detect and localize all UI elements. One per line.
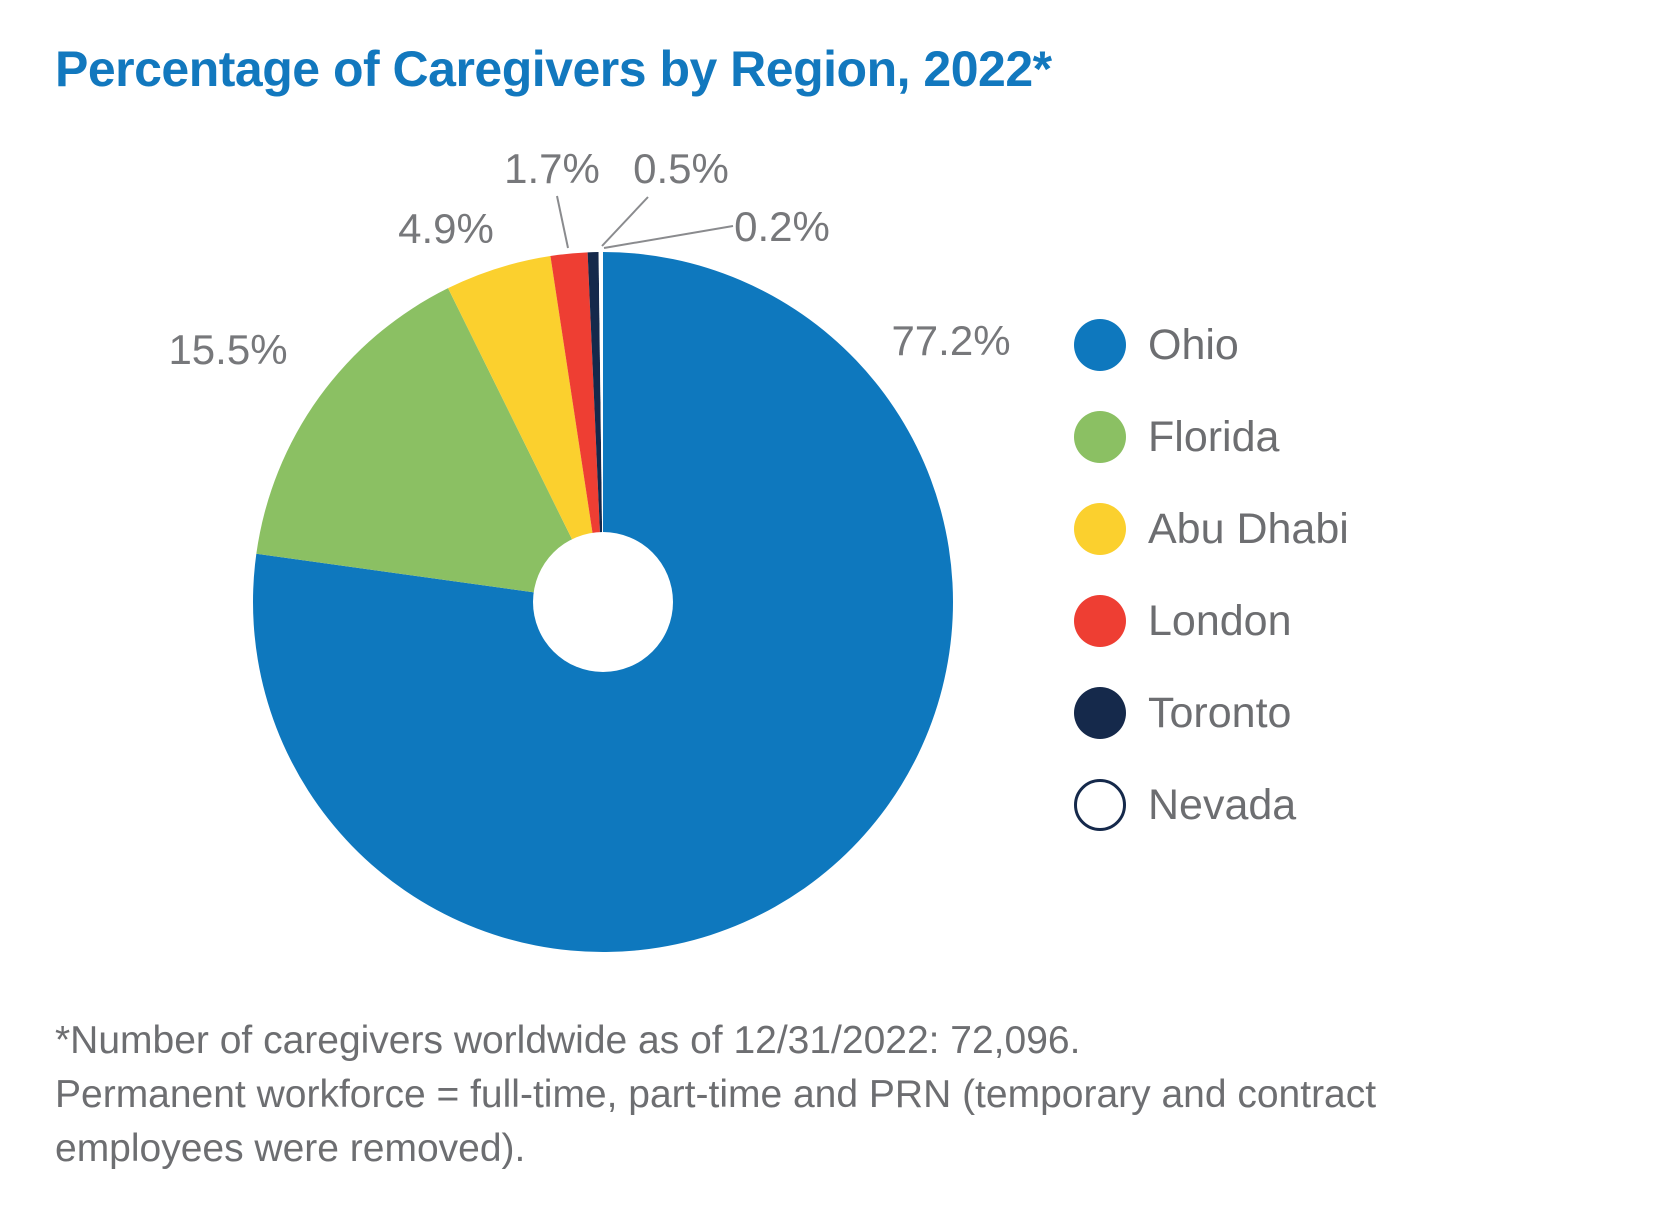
- footnote-line-1: *Number of caregivers worldwide as of 12…: [55, 1019, 1081, 1062]
- legend-swatch-abu-dhabi-icon: [1074, 503, 1126, 555]
- legend-item-abu-dhabi: Abu Dhabi: [1074, 503, 1349, 555]
- donut-hole: [533, 532, 673, 672]
- legend-swatch-london-icon: [1074, 595, 1126, 647]
- legend-label-florida: Florida: [1148, 413, 1280, 461]
- pct-label-florida: 15.5%: [168, 326, 288, 373]
- pie-slice-toronto: [587, 252, 603, 602]
- pct-label-toronto: 0.5%: [633, 145, 729, 192]
- pct-label-ohio: 77.2%: [891, 317, 1011, 364]
- pct-label-london: 1.7%: [504, 145, 600, 192]
- legend-item-florida: Florida: [1074, 411, 1349, 463]
- legend-item-nevada: Nevada: [1074, 779, 1349, 831]
- pie-slice-london: [550, 252, 603, 602]
- pie-slice-abu-dhabi: [448, 255, 603, 602]
- pct-label-abu-dhabi: 4.9%: [398, 205, 494, 252]
- footnote-line-3: employees were removed).: [55, 1127, 526, 1170]
- leader-line-nevada: [603, 225, 734, 249]
- legend-label-ohio: Ohio: [1148, 321, 1239, 369]
- legend-swatch-toronto-icon: [1074, 687, 1126, 739]
- legend-label-london: London: [1148, 597, 1292, 645]
- chart-title: Percentage of Caregivers by Region, 2022…: [55, 41, 1052, 97]
- leader-lines: [556, 195, 734, 249]
- legend-label-toronto: Toronto: [1148, 689, 1292, 737]
- pie-slice-florida: [256, 288, 603, 602]
- legend: Ohio Florida Abu Dhabi London Toronto Ne…: [1074, 319, 1349, 831]
- legend-swatch-nevada-icon: [1074, 779, 1126, 831]
- legend-label-nevada: Nevada: [1148, 781, 1297, 829]
- footnote: *Number of caregivers worldwide as of 12…: [55, 1014, 1376, 1176]
- pct-label-nevada: 0.2%: [734, 203, 830, 250]
- leader-line-toronto: [601, 196, 649, 247]
- legend-swatch-florida-icon: [1074, 411, 1126, 463]
- leader-line-london: [556, 195, 569, 249]
- legend-item-london: London: [1074, 595, 1349, 647]
- legend-swatch-ohio-icon: [1074, 319, 1126, 371]
- legend-item-toronto: Toronto: [1074, 687, 1349, 739]
- legend-item-ohio: Ohio: [1074, 319, 1349, 371]
- legend-label-abu-dhabi: Abu Dhabi: [1148, 505, 1349, 553]
- pie-slice-nevada: [598, 252, 603, 602]
- footnote-line-2: Permanent workforce = full-time, part-ti…: [55, 1073, 1377, 1116]
